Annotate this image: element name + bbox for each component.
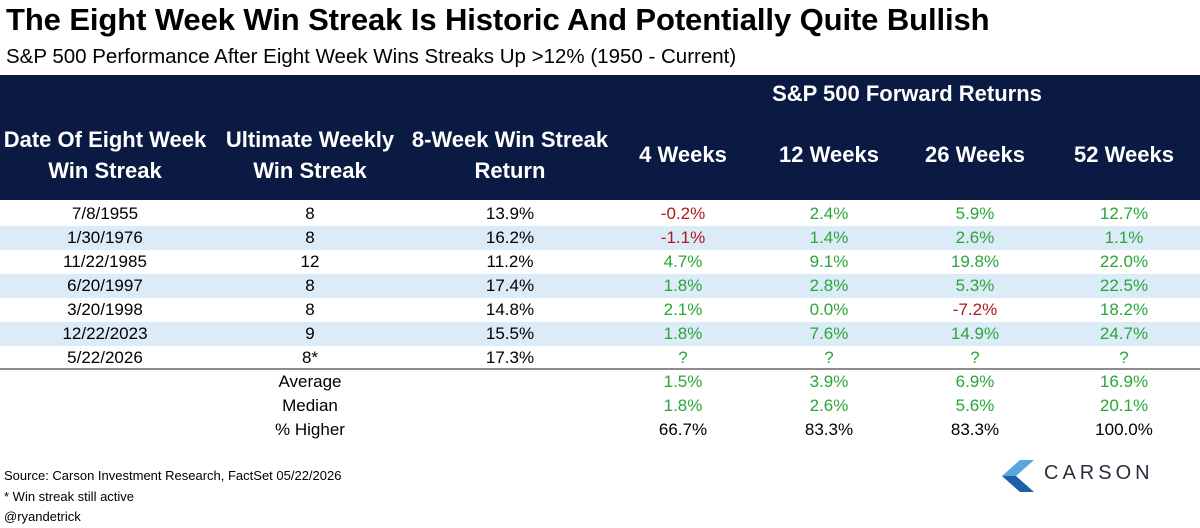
forward-returns-group-label: S&P 500 Forward Returns <box>772 81 1042 106</box>
cell-streak-return: 14.8% <box>485 300 535 319</box>
cell-streak-return: 17.3% <box>485 348 535 367</box>
cell-date: 12/22/2023 <box>62 324 148 343</box>
page-title: The Eight Week Win Streak Is Historic An… <box>6 2 990 37</box>
table-row: 3/20/1998 8 14.8% 2.1% 0.0% -7.2% 18.2% <box>0 298 1200 322</box>
cell-ultimate-streak: 8 <box>305 300 315 319</box>
summary-cell-52-weeks: 16.9% <box>1099 372 1149 391</box>
cell-streak-return: 16.2% <box>485 228 535 247</box>
cell-26-weeks: 5.9% <box>955 204 995 223</box>
cell-12-weeks: 7.6% <box>809 324 849 343</box>
cell-52-weeks: 18.2% <box>1099 300 1149 319</box>
cell-streak-return: 11.2% <box>486 252 534 271</box>
carson-chevron-logo-icon <box>1002 460 1034 492</box>
cell-streak-return: 15.5% <box>485 324 535 343</box>
cell-ultimate-streak: 9 <box>305 324 315 343</box>
cell-52-weeks: 24.7% <box>1099 324 1149 343</box>
summary-cell-12-weeks: 83.3% <box>804 420 854 439</box>
summary-cell-12-weeks: 3.9% <box>809 372 849 391</box>
cell-4-weeks: -1.1% <box>660 228 706 247</box>
summary-divider <box>0 368 1200 370</box>
column-header-4-weeks: 4 Weeks <box>639 142 727 167</box>
summary-cell-4-weeks: 66.7% <box>658 420 708 439</box>
cell-streak-return: 13.9% <box>485 204 535 223</box>
author-handle: @ryandetrick <box>4 509 81 524</box>
table-row: 12/22/2023 9 15.5% 1.8% 7.6% 14.9% 24.7% <box>0 322 1200 346</box>
logo-wordmark: CARSON <box>1044 462 1154 484</box>
cell-date: 6/20/1997 <box>67 276 143 295</box>
cell-52-weeks: 22.5% <box>1099 276 1149 295</box>
summary-cell-26-weeks: 5.6% <box>955 396 995 415</box>
cell-26-weeks: 5.3% <box>955 276 995 295</box>
cell-52-weeks: 12.7% <box>1099 204 1149 223</box>
cell-12-weeks: 9.1% <box>809 252 849 271</box>
column-header-ultimate-streak: Ultimate Weekly Win Streak <box>225 126 395 183</box>
cell-12-weeks: 1.4% <box>809 228 849 247</box>
column-header-52-weeks: 52 Weeks <box>1074 142 1174 167</box>
column-header-date: Date Of Eight Week Win Streak <box>3 126 207 183</box>
page-subtitle: S&P 500 Performance After Eight Week Win… <box>6 45 737 68</box>
cell-ultimate-streak: 12 <box>300 252 320 271</box>
carson-logo: CARSON <box>1000 456 1180 496</box>
cell-52-weeks: ? <box>1119 348 1129 367</box>
cell-12-weeks: 2.4% <box>809 204 849 223</box>
cell-4-weeks: ? <box>678 348 688 367</box>
cell-date: 7/8/1955 <box>71 204 139 223</box>
table-row: 5/22/2026 8* 17.3%???? <box>0 346 1200 370</box>
cell-12-weeks: 2.8% <box>809 276 849 295</box>
table-row: 1/30/1976 8 16.2% -1.1% 1.4% 2.6% 1.1% <box>0 226 1200 250</box>
summary-label: Average <box>278 372 342 391</box>
cell-4-weeks: -0.2% <box>660 204 706 223</box>
summary-cell-52-weeks: 20.1% <box>1099 396 1149 415</box>
summary-cell-4-weeks: 1.5% <box>663 372 703 391</box>
cell-ultimate-streak: 8 <box>305 276 315 295</box>
cell-4-weeks: 2.1% <box>663 300 703 319</box>
cell-ultimate-streak: 8* <box>301 348 319 367</box>
table-row: 6/20/1997 8 17.4% 1.8% 2.8% 5.3% 22.5% <box>0 274 1200 298</box>
summary-cell-52-weeks: 100.0% <box>1095 420 1153 439</box>
cell-4-weeks: 1.8% <box>663 324 703 343</box>
column-header-streak-return: 8-Week Win Streak Return <box>411 126 609 183</box>
summary-cell-4-weeks: 1.8% <box>663 396 703 415</box>
summary-row: Average 1.5% 3.9% 6.9% 16.9% <box>0 370 1200 394</box>
cell-26-weeks: 2.6% <box>955 228 995 247</box>
cell-52-weeks: 1.1% <box>1104 228 1144 247</box>
cell-26-weeks: -7.2% <box>952 300 998 319</box>
cell-ultimate-streak: 8 <box>305 228 315 247</box>
cell-52-weeks: 22.0% <box>1099 252 1149 271</box>
cell-streak-return: 17.4% <box>485 276 535 295</box>
cell-4-weeks: 4.7% <box>663 252 703 271</box>
summary-cell-26-weeks: 6.9% <box>955 372 995 391</box>
cell-26-weeks: ? <box>970 348 980 367</box>
footnote: * Win streak still active <box>4 489 135 504</box>
cell-ultimate-streak: 8 <box>305 204 315 223</box>
table-row: 7/8/1955 8 13.9% -0.2% 2.4% 5.9% 12.7% <box>0 202 1200 226</box>
cell-date: 1/30/1976 <box>67 228 143 247</box>
summary-label: Median <box>282 396 338 415</box>
cell-4-weeks: 1.8% <box>663 276 703 295</box>
summary-row: % Higher 66.7% 83.3% 83.3% 100.0% <box>0 418 1200 442</box>
summary-row: Median 1.8% 2.6% 5.6% 20.1% <box>0 394 1200 418</box>
cell-date: 5/22/2026 <box>67 348 143 367</box>
table-row: 11/22/1985 12 11.2% 4.7% 9.1% 19.8% 22.0% <box>0 250 1200 274</box>
cell-date: 3/20/1998 <box>67 300 143 319</box>
cell-26-weeks: 19.8% <box>950 252 1000 271</box>
cell-12-weeks: 0.0% <box>809 300 849 319</box>
summary-cell-12-weeks: 2.6% <box>809 396 849 415</box>
column-header-12-weeks: 12 Weeks <box>779 142 879 167</box>
summary-cell-26-weeks: 83.3% <box>950 420 1000 439</box>
cell-12-weeks: ? <box>824 348 834 367</box>
source-note: Source: Carson Investment Research, Fact… <box>4 468 342 483</box>
table-header: S&P 500 Forward Returns Date Of Eight We… <box>0 75 1200 200</box>
summary-label: % Higher <box>275 420 345 439</box>
cell-date: 11/22/1985 <box>63 252 147 271</box>
column-header-26-weeks: 26 Weeks <box>925 142 1025 167</box>
cell-26-weeks: 14.9% <box>950 324 1000 343</box>
